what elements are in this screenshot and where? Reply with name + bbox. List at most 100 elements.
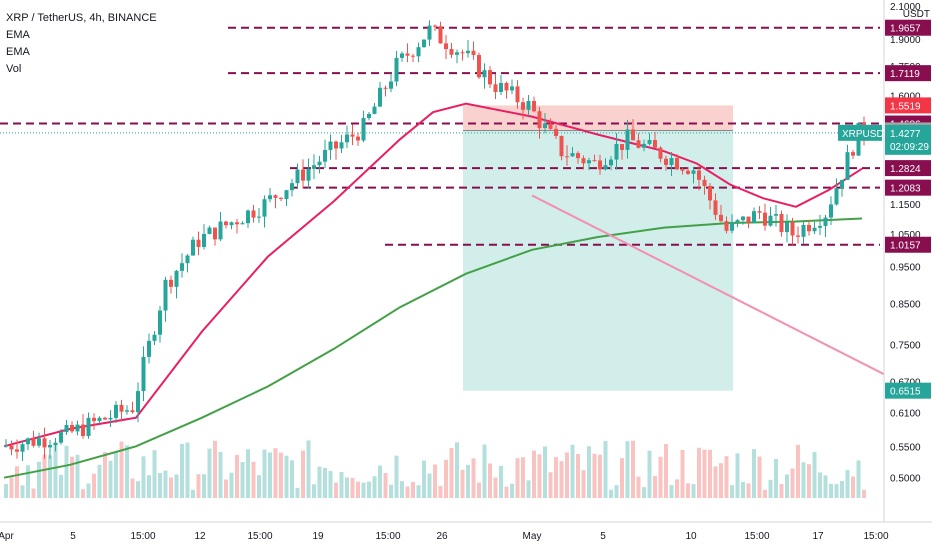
candle[interactable]	[356, 136, 360, 141]
candle[interactable]	[147, 340, 151, 357]
candle[interactable]	[702, 179, 707, 186]
candle[interactable]	[625, 129, 630, 150]
candle[interactable]	[471, 50, 476, 55]
candle[interactable]	[119, 404, 124, 412]
candle[interactable]	[488, 70, 492, 85]
candle[interactable]	[598, 160, 602, 170]
candle[interactable]	[466, 50, 470, 54]
candle[interactable]	[224, 221, 228, 226]
candle[interactable]	[675, 158, 679, 170]
candle[interactable]	[26, 438, 30, 445]
candle[interactable]	[686, 170, 690, 174]
candle[interactable]	[345, 134, 349, 143]
candle[interactable]	[262, 199, 267, 217]
price-level-tag[interactable]	[885, 179, 931, 196]
candle[interactable]	[136, 391, 140, 413]
candle[interactable]	[829, 204, 833, 218]
candle[interactable]	[752, 211, 756, 223]
candle[interactable]	[207, 227, 212, 234]
candle[interactable]	[152, 334, 157, 341]
candle[interactable]	[548, 123, 553, 129]
candle[interactable]	[75, 424, 80, 432]
candle[interactable]	[15, 449, 19, 452]
volume-indicator[interactable]: Vol	[6, 63, 22, 75]
candle[interactable]	[174, 270, 179, 287]
candle[interactable]	[587, 160, 591, 164]
price-level-tag[interactable]	[885, 97, 931, 114]
candle[interactable]	[339, 142, 344, 149]
candle[interactable]	[103, 417, 107, 420]
price-level-tag[interactable]	[885, 19, 931, 36]
candle[interactable]	[680, 169, 685, 171]
candle[interactable]	[405, 53, 410, 56]
candle[interactable]	[361, 118, 366, 141]
candle[interactable]	[279, 197, 283, 199]
candle[interactable]	[818, 225, 822, 228]
price-level-tag[interactable]	[885, 65, 931, 82]
candle[interactable]	[4, 445, 8, 447]
candle[interactable]	[493, 84, 498, 92]
candle[interactable]	[521, 102, 525, 110]
ema-indicator-1[interactable]: EMA	[6, 29, 30, 41]
candle[interactable]	[719, 214, 723, 222]
stop-loss-zone[interactable]	[463, 105, 733, 131]
candle[interactable]	[460, 52, 465, 54]
candle[interactable]	[295, 169, 300, 184]
candle[interactable]	[59, 432, 63, 443]
candle[interactable]	[768, 215, 773, 226]
candle[interactable]	[779, 214, 784, 233]
candle[interactable]	[620, 144, 624, 150]
candle[interactable]	[609, 159, 613, 166]
candle[interactable]	[664, 158, 668, 165]
price-level-tag[interactable]	[885, 160, 931, 177]
trendline[interactable]	[531, 194, 929, 398]
candle[interactable]	[433, 25, 437, 27]
symbol-title[interactable]: XRP / TetherUS, 4h, BINANCE	[6, 12, 157, 24]
price-level-tag[interactable]	[885, 236, 931, 253]
candle[interactable]	[196, 239, 201, 247]
candle[interactable]	[477, 54, 481, 78]
candle[interactable]	[614, 144, 619, 160]
candle[interactable]	[284, 190, 289, 199]
candle[interactable]	[20, 444, 25, 452]
candle[interactable]	[290, 183, 294, 191]
candle[interactable]	[796, 235, 800, 237]
candle[interactable]	[312, 165, 316, 169]
candle[interactable]	[108, 417, 113, 420]
candle[interactable]	[504, 82, 509, 91]
candle[interactable]	[669, 158, 674, 165]
candle[interactable]	[141, 356, 146, 392]
candle[interactable]	[537, 111, 542, 129]
candle[interactable]	[273, 195, 278, 198]
candle[interactable]	[394, 57, 399, 82]
candle[interactable]	[427, 25, 432, 40]
candle[interactable]	[251, 210, 256, 218]
candle[interactable]	[235, 222, 239, 225]
candle[interactable]	[532, 101, 536, 112]
candle[interactable]	[53, 442, 58, 446]
current-price-tag[interactable]	[885, 124, 931, 155]
candle[interactable]	[845, 152, 850, 180]
candle[interactable]	[97, 417, 102, 422]
candle[interactable]	[834, 188, 839, 205]
candle[interactable]	[229, 222, 234, 226]
candle[interactable]	[37, 438, 41, 446]
candle[interactable]	[526, 101, 531, 110]
candle[interactable]	[592, 160, 597, 162]
candle[interactable]	[306, 168, 311, 181]
candle[interactable]	[823, 217, 828, 226]
candle[interactable]	[31, 438, 36, 446]
candle[interactable]	[730, 222, 734, 231]
candle[interactable]	[86, 417, 91, 436]
candle[interactable]	[400, 53, 404, 58]
candle[interactable]	[416, 47, 421, 57]
candle[interactable]	[372, 106, 377, 114]
candle[interactable]	[647, 140, 652, 144]
candle[interactable]	[378, 87, 382, 107]
candle[interactable]	[790, 222, 795, 236]
candle[interactable]	[191, 239, 195, 256]
candle[interactable]	[202, 233, 206, 247]
candle[interactable]	[576, 153, 580, 159]
candle[interactable]	[48, 445, 52, 448]
candle[interactable]	[658, 147, 663, 159]
